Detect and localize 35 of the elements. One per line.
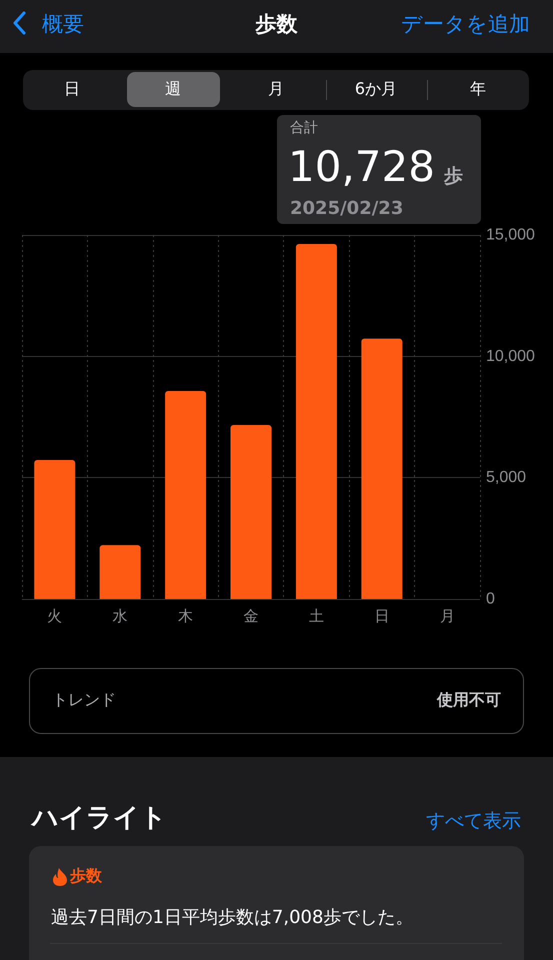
bar bbox=[165, 391, 206, 599]
x-tick-label: 火 bbox=[47, 608, 62, 625]
x-tick-label: 月 bbox=[440, 608, 455, 625]
x-tick-label: 水 bbox=[112, 608, 128, 625]
text: 日 bbox=[63, 79, 81, 100]
bar bbox=[100, 545, 141, 599]
text: 歩 bbox=[444, 164, 463, 189]
bar bbox=[34, 460, 76, 599]
text: データを追加 bbox=[401, 11, 530, 38]
text: 歩数 bbox=[70, 866, 102, 887]
y-tick-label: 5,000 bbox=[486, 469, 526, 486]
chart-title: 歩数 bbox=[256, 12, 298, 36]
x-tick-label: 日 bbox=[374, 608, 390, 625]
text: 使用不可 bbox=[437, 690, 501, 711]
x-tick-label: 金 bbox=[244, 608, 258, 625]
text: ハイライト bbox=[32, 802, 167, 835]
bar bbox=[361, 338, 402, 599]
text: 合計 bbox=[290, 119, 318, 137]
text: 10,728 bbox=[288, 142, 435, 191]
text: 年 bbox=[469, 79, 487, 100]
text: 概要 bbox=[42, 11, 84, 38]
text: トレンド bbox=[52, 690, 116, 711]
x-tick-label: 土 bbox=[308, 608, 324, 625]
x-tick-label: 木 bbox=[178, 608, 194, 625]
y-tick-label: 10,000 bbox=[486, 348, 536, 365]
text: 週 bbox=[164, 79, 182, 100]
y-tick-label: 0 bbox=[486, 590, 495, 608]
bar bbox=[296, 244, 337, 599]
y-tick-label: 15,000 bbox=[486, 226, 536, 244]
text: 月 bbox=[267, 79, 285, 100]
bar bbox=[230, 425, 272, 599]
text: すべて表示 bbox=[426, 809, 521, 834]
text: 2025/02/23 bbox=[290, 198, 404, 219]
text: 過去7日間の1日平均歩数は7,008歩でした。 bbox=[51, 906, 414, 929]
text: 6か月 bbox=[354, 79, 398, 100]
